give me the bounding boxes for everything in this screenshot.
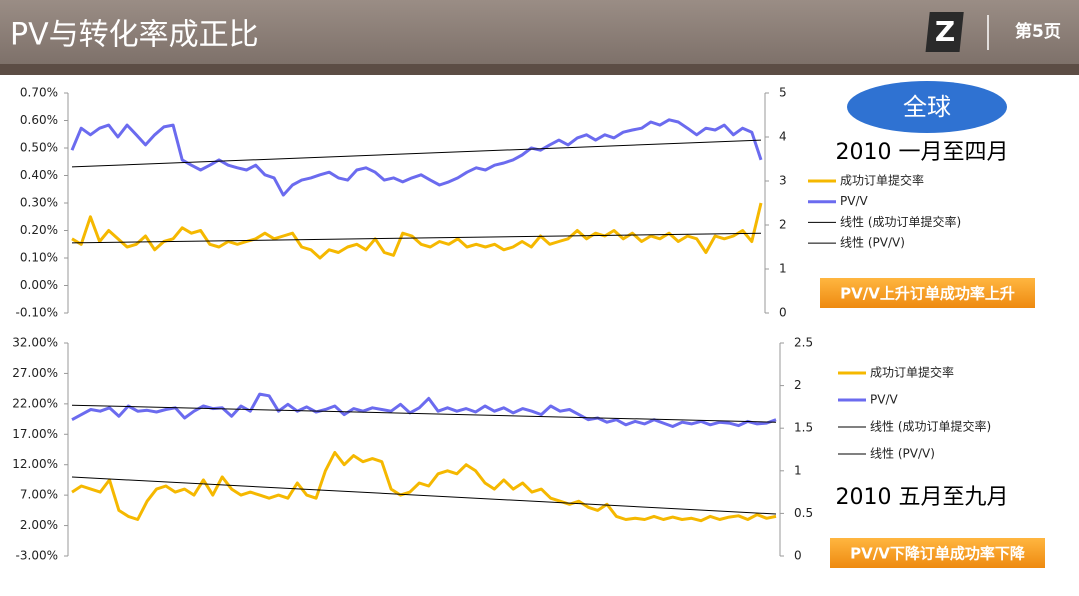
header-bar	[0, 0, 1079, 64]
y-tick-label: 0.20%	[20, 223, 58, 237]
series-line	[71, 392, 777, 428]
conclusion-label: PV/V下降订单成功率下降	[850, 545, 1026, 563]
y2-tick-label: 1.5	[794, 421, 813, 435]
legend-label: 线性 (成功订单提交率)	[840, 214, 961, 229]
trend-line	[71, 232, 762, 244]
legend-label: 成功订单提交率	[870, 365, 954, 380]
legend-label: 线性 (PV/V)	[840, 236, 905, 250]
conclusion-label: PV/V上升订单成功率上升	[840, 285, 1015, 303]
series-line	[71, 451, 777, 523]
y-tick-label: 2.00%	[20, 518, 58, 532]
y-tick-label: 17.00%	[12, 427, 58, 441]
badge	[847, 81, 1007, 133]
trend-line	[71, 139, 762, 168]
legend-label: 线性 (PV/V)	[870, 447, 935, 461]
conclusion-box	[820, 278, 1035, 308]
y-tick-label: 0.00%	[20, 278, 58, 292]
y-tick-label: 12.00%	[12, 457, 58, 471]
y2-tick-label: 2	[779, 218, 787, 232]
slide-title: PV与转化率成正比	[10, 18, 259, 53]
y2-tick-label: 1	[779, 262, 787, 276]
y2-tick-label: 5	[779, 86, 787, 100]
conclusion-box	[830, 538, 1045, 568]
logo-box	[925, 12, 964, 52]
y-tick-label: -0.10%	[16, 306, 58, 320]
period-label: 2010 五月至九月	[836, 485, 1009, 510]
y2-tick-label: 3	[779, 174, 787, 188]
y2-tick-label: 1	[794, 463, 802, 477]
page-number: 第5页	[1015, 21, 1061, 42]
y2-tick-label: 2.5	[794, 336, 813, 350]
trend-line	[71, 476, 777, 515]
y-tick-label: 22.00%	[12, 396, 58, 410]
y-tick-label: 32.00%	[12, 336, 58, 350]
y-tick-label: 0.10%	[20, 251, 58, 265]
y-tick-label: 0.60%	[20, 113, 58, 127]
y-tick-label: 0.40%	[20, 168, 58, 182]
series-line	[70, 118, 763, 197]
y2-tick-label: 0	[779, 306, 787, 320]
y-tick-label: 27.00%	[12, 366, 58, 380]
series-line	[71, 202, 763, 260]
header-band	[0, 64, 1079, 75]
y-tick-label: 0.30%	[20, 196, 58, 210]
y-tick-label: -3.00%	[16, 549, 58, 563]
y2-tick-label: 0	[794, 549, 802, 563]
y-tick-label: 0.50%	[20, 141, 58, 155]
legend-label: 线性 (成功订单提交率)	[870, 419, 991, 434]
badge-label: 全球	[903, 93, 951, 121]
y2-tick-label: 4	[779, 130, 787, 144]
y2-tick-label: 2	[794, 378, 802, 392]
trend-line	[71, 404, 777, 423]
legend-label: PV/V	[840, 194, 868, 208]
legend-label: PV/V	[870, 393, 898, 407]
legend-label: 成功订单提交率	[840, 173, 924, 188]
charts: -0.10% 0.00% 0.10% 0.20% 0.30% 0.40% 0.50% 0.60…	[12, 81, 1045, 568]
y-tick-label: 0.70%	[20, 86, 58, 100]
period-label: 2010 一月至四月	[836, 140, 1009, 165]
y-tick-label: 7.00%	[20, 488, 58, 502]
y2-tick-label: 0.5	[794, 506, 813, 520]
logo: Z	[935, 15, 955, 48]
